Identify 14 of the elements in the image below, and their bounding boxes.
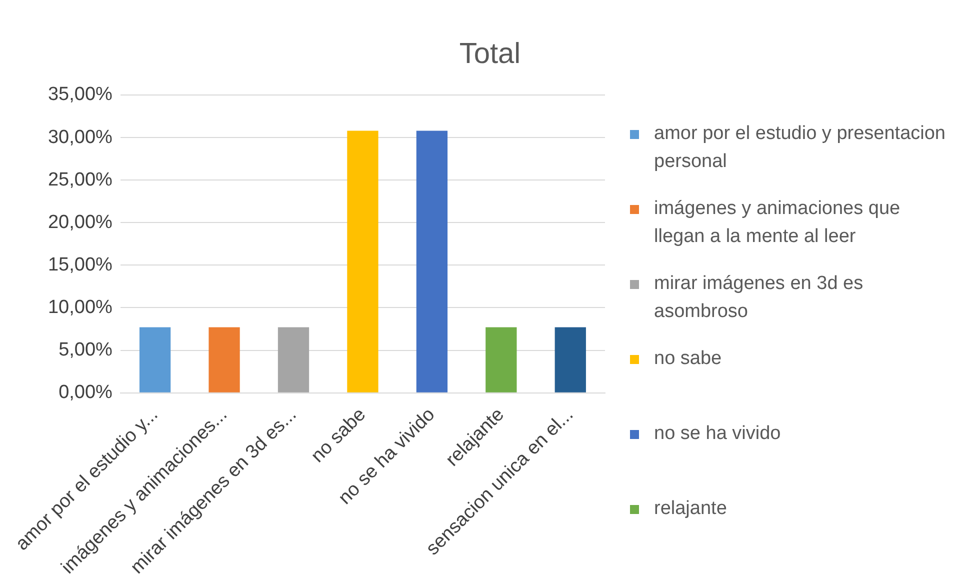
y-tick-label: 15,00% — [48, 254, 113, 276]
y-tick-label: 5,00% — [58, 340, 113, 361]
legend-label: amor por el estudio y presentacion personal — [654, 123, 946, 172]
y-tick-label: 10,00% — [48, 296, 113, 318]
legend-label: no sabe — [654, 348, 722, 369]
y-tick-label: 35,00% — [48, 84, 113, 106]
chart-title: Total — [458, 38, 522, 71]
y-tick-label: 0,00% — [58, 382, 113, 404]
y-tick-label: 25,00% — [48, 169, 113, 190]
legend-label: mirar imágenes en 3d es asombroso — [654, 273, 864, 322]
legend-label: imágenes y animaciones que llegan a la mente al leer — [654, 198, 900, 247]
y-tick-label: 30,00% — [48, 126, 113, 148]
y-tick-label: 20,00% — [48, 212, 113, 233]
legend-label: relajante — [654, 498, 727, 519]
